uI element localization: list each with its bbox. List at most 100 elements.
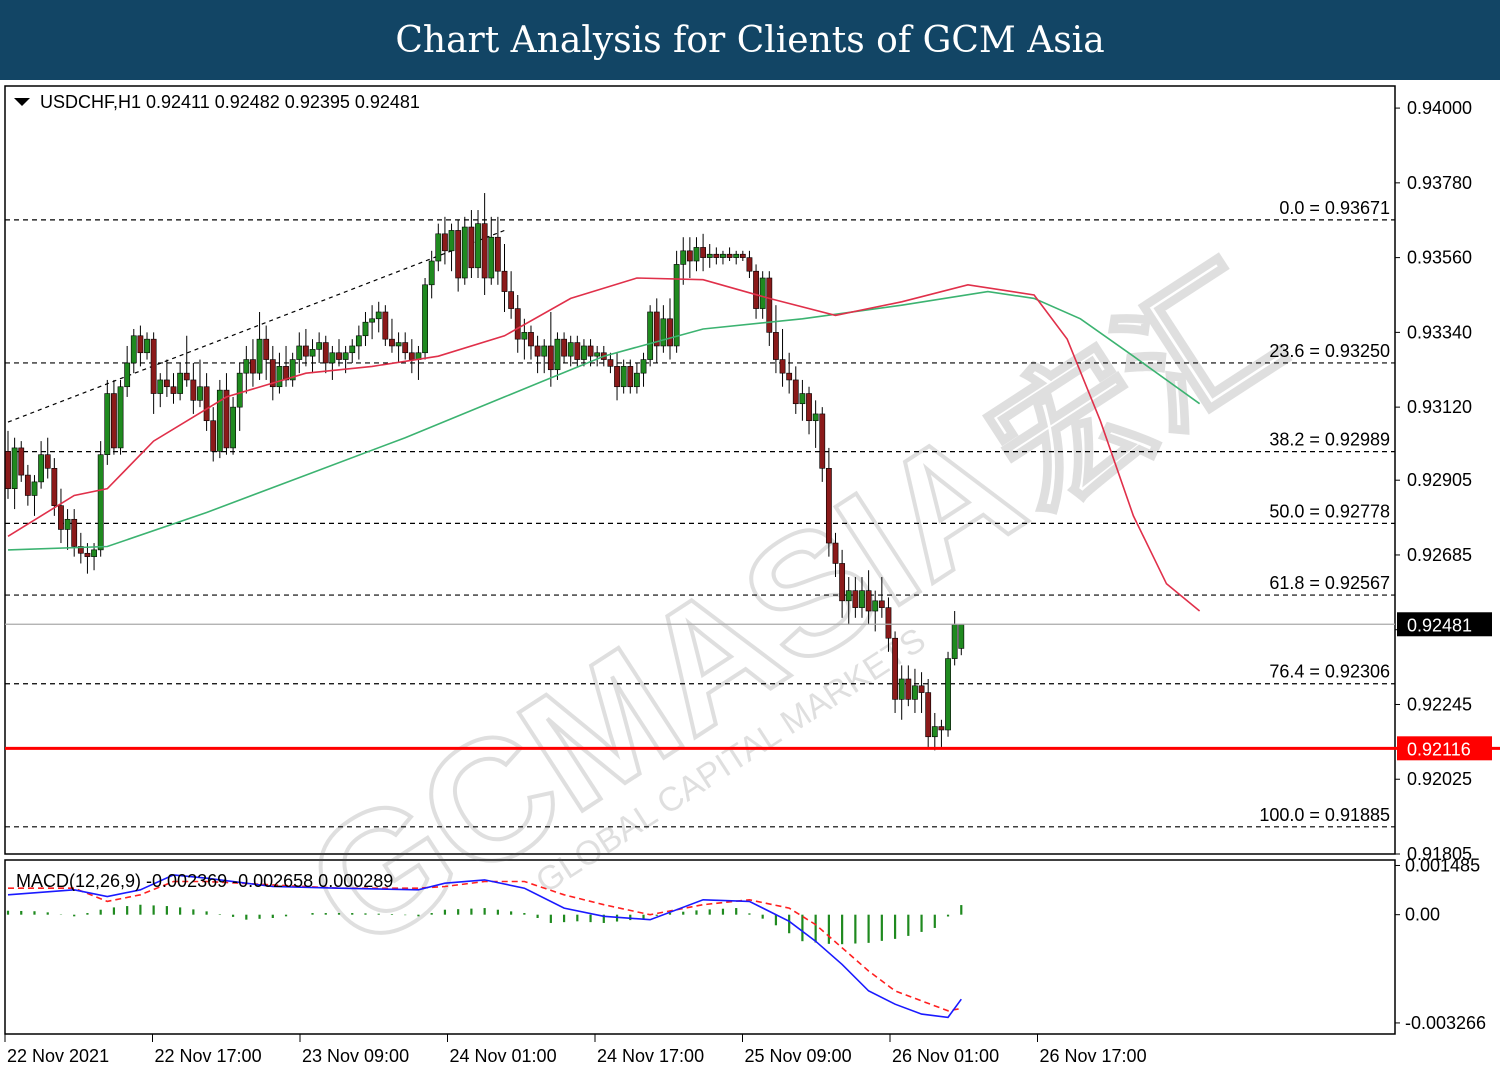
candle-body [958, 624, 965, 649]
candle-body [428, 260, 435, 286]
candle [554, 332, 561, 380]
fib-level-label: 50.0 = 0.92778 [1269, 501, 1390, 521]
candle-body [137, 335, 144, 354]
time-tick-label: 22 Nov 17:00 [155, 1046, 262, 1066]
candle [746, 250, 753, 278]
candle-body [223, 389, 230, 449]
candle-body [163, 379, 170, 388]
candle-body [104, 393, 111, 456]
candle [528, 325, 534, 360]
candle-body [779, 359, 786, 374]
candle-body [236, 372, 243, 408]
candle [64, 509, 71, 550]
candle-body [819, 413, 826, 469]
candle [190, 362, 197, 414]
candle [892, 631, 898, 713]
candle-body [726, 253, 733, 258]
symbol-header: USDCHF,H1 0.92411 0.92482 0.92395 0.9248… [14, 92, 420, 112]
candle [422, 278, 428, 360]
candle-body [859, 590, 865, 608]
candle [210, 407, 217, 462]
candle [71, 509, 78, 557]
candle [428, 250, 435, 299]
candle [627, 359, 634, 394]
candle [501, 244, 508, 312]
time-tick-label: 22 Nov 2021 [7, 1046, 109, 1066]
candle-body [706, 253, 713, 258]
candle-body [389, 338, 395, 347]
candle [183, 335, 190, 387]
candle-body [375, 311, 382, 320]
candle [355, 325, 362, 360]
candle [316, 332, 323, 363]
candle-body [753, 270, 759, 309]
candle-body [773, 332, 779, 360]
candle [51, 458, 58, 516]
candle [5, 430, 11, 499]
price-axis: 0.94000 0.93780 0.93560 0.93340 0.93120 0.929… [1395, 98, 1492, 864]
candle-body [832, 542, 839, 564]
candle [733, 250, 740, 265]
candle-body [5, 451, 11, 489]
candle-body [892, 637, 898, 700]
candle [197, 359, 203, 408]
candle [435, 223, 442, 272]
candle-body [653, 311, 660, 347]
fib-level-label: 23.6 = 0.93250 [1269, 341, 1390, 361]
candle-body [554, 338, 561, 371]
candle [514, 294, 521, 353]
candle-body [269, 359, 276, 388]
candle-body [216, 389, 223, 452]
candle [349, 339, 356, 363]
candle-body [468, 226, 475, 269]
candle-body [91, 549, 97, 557]
candle-body [872, 600, 879, 612]
candle [263, 325, 270, 380]
candle [832, 532, 839, 578]
candle [700, 233, 706, 272]
candle [448, 223, 455, 272]
candle [753, 264, 759, 319]
candle [667, 298, 673, 360]
candle [329, 345, 336, 380]
candle-body [918, 685, 925, 693]
candle-body [31, 481, 38, 496]
candle-body [700, 247, 706, 258]
time-tick-label: 26 Nov 01:00 [892, 1046, 999, 1066]
candle [845, 577, 852, 625]
candle-body [309, 349, 316, 357]
candle [925, 678, 932, 747]
dropdown-triangle-icon[interactable] [14, 98, 30, 106]
candle [726, 247, 733, 262]
candle [269, 345, 276, 401]
candle [759, 271, 766, 319]
candle [362, 311, 369, 346]
candle-body [693, 247, 700, 262]
candle-body [408, 352, 415, 360]
candle [878, 577, 885, 618]
macd-panel-frame [4, 859, 1396, 1035]
candle [11, 437, 18, 510]
candle-body [402, 342, 409, 354]
candle [31, 475, 38, 516]
candle-body [912, 685, 918, 700]
candle-body [739, 253, 746, 258]
candle [607, 352, 614, 374]
candle [799, 379, 806, 421]
ma-fast-line [7, 277, 1201, 612]
macd-tick-label: 0.00 [1405, 905, 1440, 925]
candle [594, 345, 601, 367]
candle [581, 339, 587, 367]
candle [918, 672, 925, 713]
candle [24, 464, 31, 506]
candle-body [144, 338, 150, 354]
candle-body [355, 335, 362, 347]
candle [236, 362, 243, 431]
candle-body [461, 226, 468, 279]
ma-slow-line [7, 290, 1201, 551]
current-price-badge [1397, 612, 1492, 637]
candle-body [865, 590, 872, 612]
macd-tick-label: 0.001485 [1405, 855, 1480, 875]
candle [84, 543, 91, 574]
candle-body [951, 624, 958, 659]
